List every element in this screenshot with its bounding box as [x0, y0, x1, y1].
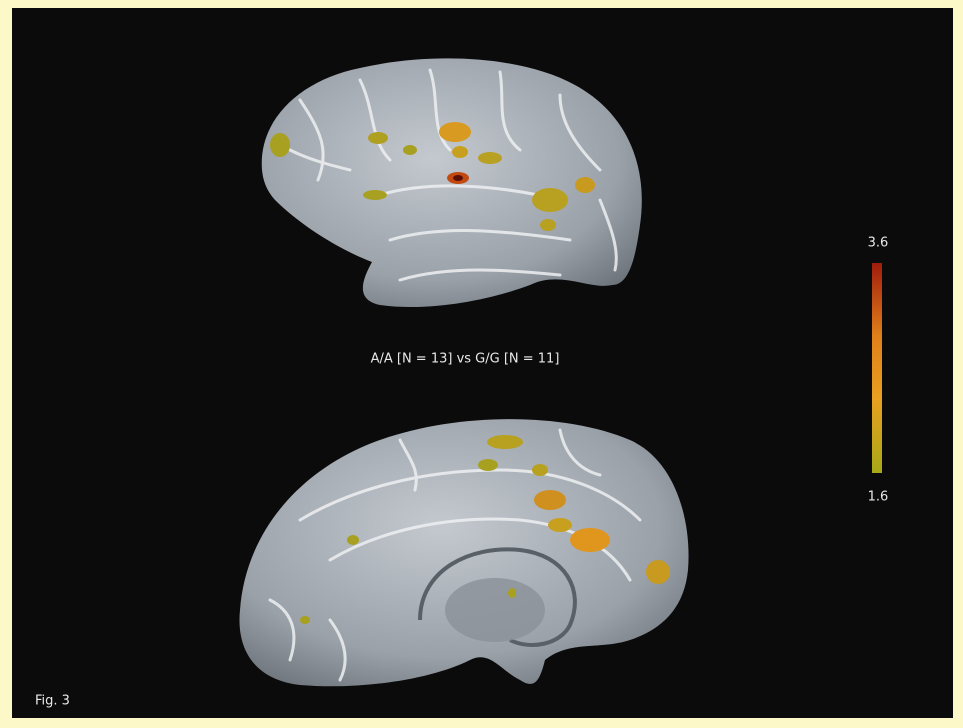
colorbar — [872, 263, 882, 473]
medial-brain — [239, 419, 689, 687]
caption: A/A [N = 13] vs G/G [N = 11] — [371, 352, 560, 367]
colorbar-min-label: 1.6 — [868, 490, 889, 505]
colorbar-max-label: 3.6 — [868, 236, 889, 251]
figure-label: Fig. 3 — [35, 694, 70, 709]
lateral-brain — [261, 58, 642, 308]
